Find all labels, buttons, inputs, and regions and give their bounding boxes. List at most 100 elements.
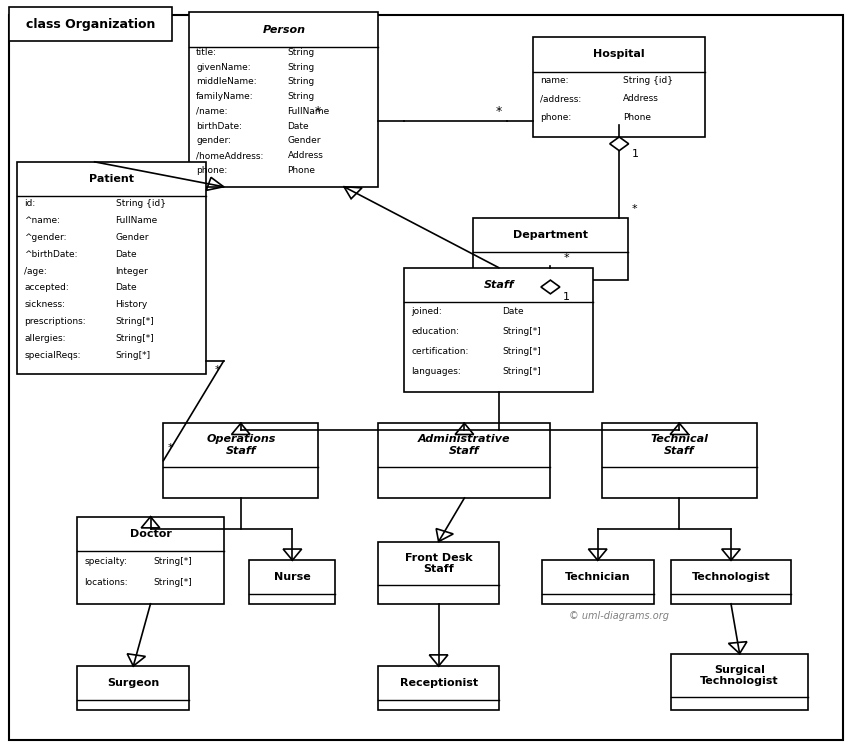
Text: Address: Address — [623, 94, 659, 103]
Text: /address:: /address: — [540, 94, 581, 103]
Text: Phone: Phone — [287, 166, 316, 175]
Text: specialty:: specialty: — [84, 557, 127, 565]
Text: String: String — [287, 92, 315, 102]
Text: certification:: certification: — [411, 347, 469, 356]
Text: Integer: Integer — [115, 267, 148, 276]
Text: gender:: gender: — [196, 137, 231, 146]
Text: /age:: /age: — [24, 267, 46, 276]
Text: Technician: Technician — [565, 572, 630, 583]
Text: Sring[*]: Sring[*] — [115, 351, 150, 360]
Text: specialReqs:: specialReqs: — [24, 351, 81, 360]
Text: Patient: Patient — [89, 174, 134, 184]
Text: Surgical
Technologist: Surgical Technologist — [700, 665, 779, 686]
Text: Technologist: Technologist — [691, 572, 771, 583]
Text: id:: id: — [24, 199, 35, 208]
Text: String {id}: String {id} — [115, 199, 166, 208]
Text: *: * — [315, 105, 322, 118]
FancyBboxPatch shape — [533, 37, 705, 137]
FancyBboxPatch shape — [378, 424, 550, 498]
Text: Address: Address — [287, 151, 323, 160]
Text: © uml-diagrams.org: © uml-diagrams.org — [569, 611, 669, 622]
FancyBboxPatch shape — [77, 517, 224, 604]
Text: languages:: languages: — [411, 367, 461, 376]
Text: Technical
Staff: Technical Staff — [650, 434, 709, 456]
Polygon shape — [610, 137, 629, 151]
Text: String[*]: String[*] — [115, 317, 154, 326]
Text: class Organization: class Organization — [26, 18, 155, 31]
Text: *: * — [215, 365, 221, 376]
Text: Gender: Gender — [287, 137, 321, 146]
Text: Front Desk
Staff: Front Desk Staff — [405, 553, 472, 574]
Text: prescriptions:: prescriptions: — [24, 317, 86, 326]
Text: name:: name: — [540, 75, 568, 84]
Text: *: * — [563, 253, 569, 264]
Text: FullName: FullName — [115, 216, 158, 225]
FancyBboxPatch shape — [473, 218, 628, 280]
Text: String: String — [287, 48, 315, 57]
FancyBboxPatch shape — [378, 542, 499, 604]
Text: Doctor: Doctor — [130, 529, 171, 539]
Text: Date: Date — [502, 307, 525, 316]
FancyBboxPatch shape — [9, 15, 843, 740]
FancyBboxPatch shape — [671, 654, 808, 710]
Text: allergies:: allergies: — [24, 334, 65, 343]
Text: History: History — [115, 300, 148, 309]
Text: middleName:: middleName: — [196, 78, 256, 87]
Text: String[*]: String[*] — [115, 334, 154, 343]
Text: Department: Department — [513, 230, 588, 240]
Text: Staff: Staff — [483, 280, 514, 290]
FancyBboxPatch shape — [249, 560, 335, 604]
Text: String[*]: String[*] — [502, 367, 541, 376]
Text: joined:: joined: — [411, 307, 442, 316]
FancyBboxPatch shape — [77, 666, 189, 710]
Text: locations:: locations: — [84, 578, 128, 587]
Text: Date: Date — [287, 122, 310, 131]
Text: /name:: /name: — [196, 107, 228, 116]
Text: *: * — [632, 204, 638, 214]
Text: Gender: Gender — [115, 233, 149, 242]
Text: Date: Date — [115, 283, 138, 292]
FancyBboxPatch shape — [404, 267, 593, 392]
FancyBboxPatch shape — [671, 560, 791, 604]
Text: String: String — [287, 63, 315, 72]
Text: Hospital: Hospital — [593, 49, 645, 60]
Text: Surgeon: Surgeon — [108, 678, 159, 688]
Text: String: String — [287, 78, 315, 87]
Text: Person: Person — [262, 25, 305, 34]
Text: familyName:: familyName: — [196, 92, 254, 102]
Text: Receptionist: Receptionist — [400, 678, 477, 688]
Text: String[*]: String[*] — [502, 347, 541, 356]
Text: 1: 1 — [632, 149, 639, 159]
Text: sickness:: sickness: — [24, 300, 65, 309]
Text: 1: 1 — [563, 292, 570, 302]
FancyBboxPatch shape — [602, 424, 757, 498]
Text: ^name:: ^name: — [24, 216, 60, 225]
FancyBboxPatch shape — [9, 7, 172, 41]
Text: *: * — [168, 443, 174, 453]
Text: phone:: phone: — [540, 113, 571, 122]
Polygon shape — [541, 280, 560, 294]
Text: ^birthDate:: ^birthDate: — [24, 249, 77, 258]
Text: Phone: Phone — [623, 113, 651, 122]
Text: phone:: phone: — [196, 166, 227, 175]
FancyBboxPatch shape — [17, 162, 206, 374]
FancyBboxPatch shape — [378, 666, 499, 710]
Text: ^gender:: ^gender: — [24, 233, 66, 242]
FancyBboxPatch shape — [163, 424, 318, 498]
FancyBboxPatch shape — [542, 560, 654, 604]
Text: String[*]: String[*] — [153, 557, 192, 565]
Text: Operations
Staff: Operations Staff — [206, 434, 275, 456]
Text: *: * — [495, 105, 502, 118]
Text: accepted:: accepted: — [24, 283, 69, 292]
Text: givenName:: givenName: — [196, 63, 251, 72]
Text: String[*]: String[*] — [153, 578, 192, 587]
Text: /homeAddress:: /homeAddress: — [196, 151, 263, 160]
Text: birthDate:: birthDate: — [196, 122, 242, 131]
Text: FullName: FullName — [287, 107, 330, 116]
Text: Administrative
Staff: Administrative Staff — [418, 434, 511, 456]
Text: String[*]: String[*] — [502, 327, 541, 336]
Text: Date: Date — [115, 249, 138, 258]
Text: title:: title: — [196, 48, 217, 57]
Text: Nurse: Nurse — [274, 572, 310, 583]
Text: education:: education: — [411, 327, 459, 336]
